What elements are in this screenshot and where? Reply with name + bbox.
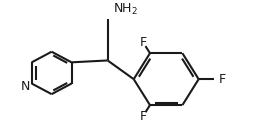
Text: N: N <box>21 80 30 92</box>
Text: F: F <box>140 36 147 49</box>
Text: NH$_2$: NH$_2$ <box>113 2 138 17</box>
Text: F: F <box>219 73 226 86</box>
Text: F: F <box>140 110 147 123</box>
